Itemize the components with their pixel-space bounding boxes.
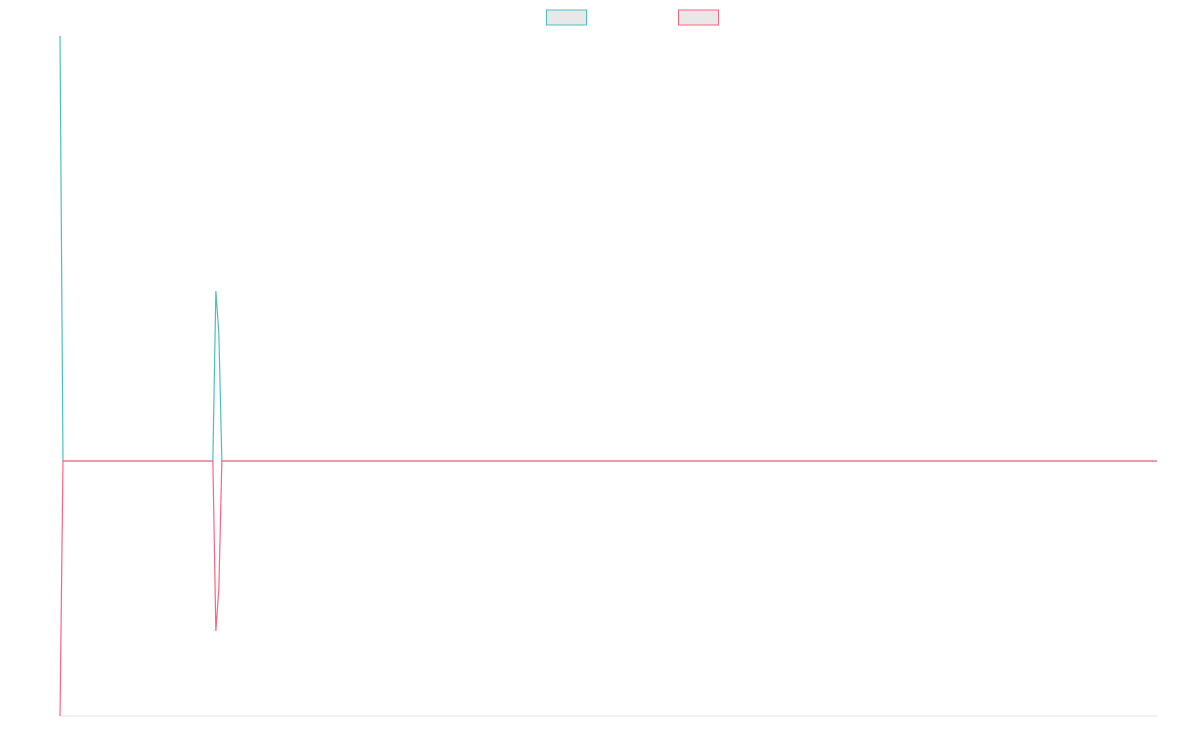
- legend-swatch: [546, 9, 587, 26]
- series-line: [59, 460, 1157, 717]
- legend-swatch: [678, 9, 719, 26]
- series-line: [59, 35, 1157, 462]
